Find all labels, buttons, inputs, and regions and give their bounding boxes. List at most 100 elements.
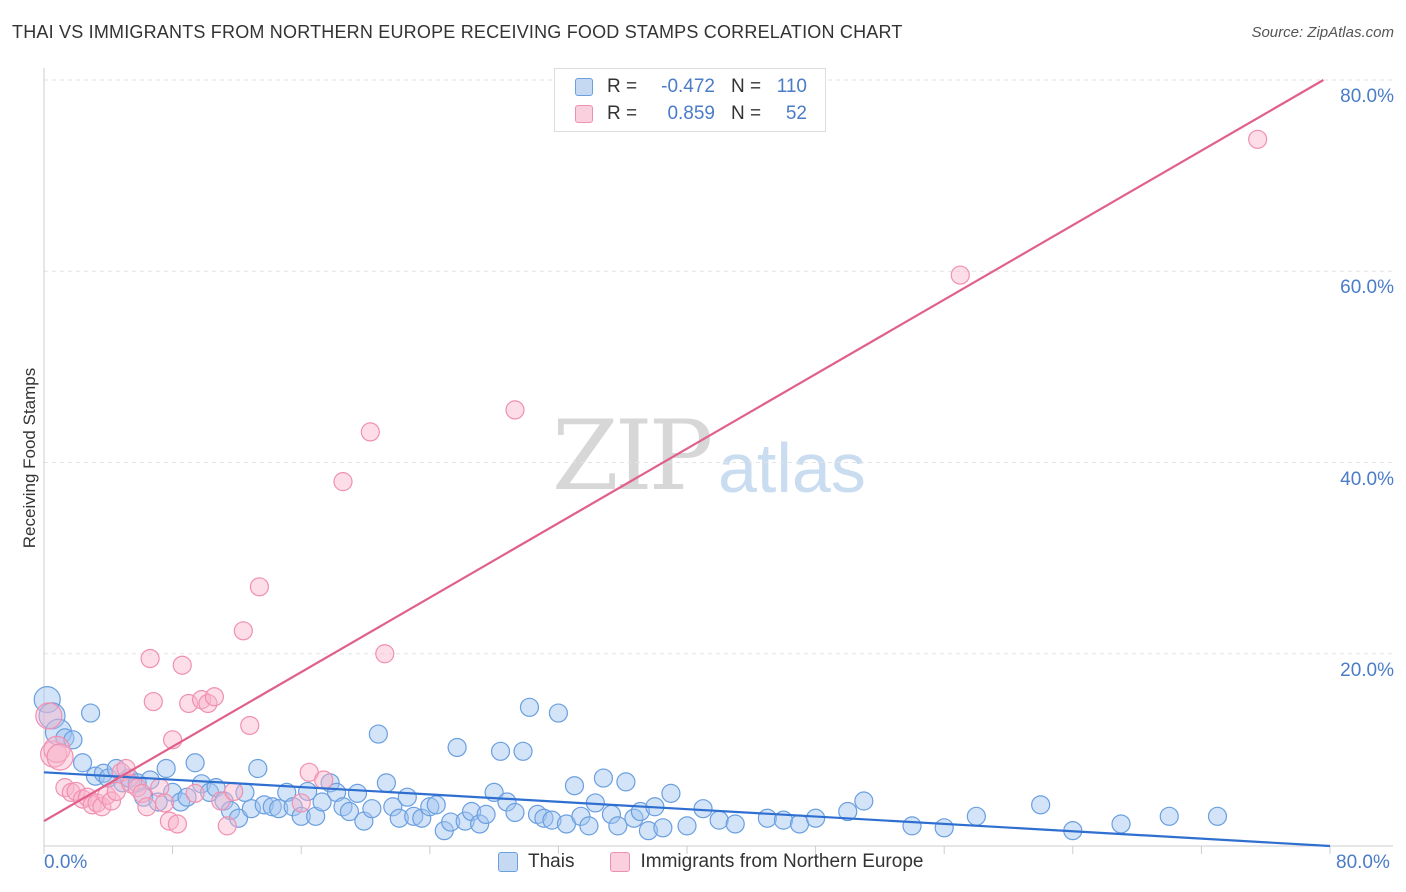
thais-point-48: [376, 773, 396, 793]
immigrants-point-42: [314, 770, 334, 790]
thais-point-51: [397, 787, 417, 807]
thais-point-61: [470, 814, 490, 834]
thais-point-84: [638, 821, 659, 841]
legend-n-label: N =: [731, 76, 762, 97]
immigrants-point-6: [66, 781, 86, 802]
thais-point-101: [1031, 795, 1051, 815]
thais-point-30: [248, 758, 268, 779]
thais-point-66: [505, 802, 525, 823]
legend-r-value: -0.472: [661, 76, 715, 97]
immigrants-point-28: [172, 655, 192, 675]
legend-row-immigrants: R = 0.859 N = 52: [575, 101, 807, 127]
thais-point-50: [389, 808, 409, 828]
x-tick-label-min: 0.0%: [44, 852, 88, 873]
series-swatch-immigrants: [610, 852, 631, 872]
thais-point-87: [661, 783, 681, 803]
immigrants-point-30: [185, 783, 205, 803]
watermark-atlas: atlas: [718, 429, 866, 507]
thais-point-76: [579, 816, 599, 836]
immigrants-point-44: [360, 422, 380, 442]
immigrants-point-34: [211, 791, 231, 811]
immigrants-point-24: [154, 793, 175, 813]
legend-r-label: R =: [607, 76, 638, 97]
chart-title: THAI VS IMMIGRANTS FROM NORTHERN EUROPE …: [12, 22, 903, 42]
immigrants-point-39: [249, 577, 270, 597]
thais-point-90: [709, 810, 729, 830]
thais-point-33: [269, 799, 289, 819]
series-swatch-thais: [498, 852, 518, 872]
legend-swatch-immigrants: [575, 105, 593, 123]
immigrants-point-35: [217, 816, 237, 836]
y-tick-label-3: 80.0%: [1340, 86, 1394, 107]
thais-point-21: [185, 753, 205, 773]
legend-n-label: N =: [731, 103, 762, 124]
thais-point-62: [476, 804, 496, 825]
immigrants-point-37: [233, 621, 253, 641]
immigrants-point-11: [92, 797, 112, 817]
thais-point-81: [616, 772, 636, 792]
x-tick-label-max: 80.0%: [1336, 852, 1390, 873]
thais-point-65: [497, 792, 517, 812]
thais-point-53: [412, 808, 432, 828]
watermark-zip: ZIP: [552, 400, 713, 512]
immigrants-point-38: [240, 715, 260, 736]
thais-point-67: [513, 741, 533, 761]
thais-point-88: [677, 816, 697, 836]
thais-point-97: [854, 791, 874, 811]
immigrants-point-36: [224, 781, 244, 802]
legend-n-value: 110: [776, 76, 807, 97]
thais-point-95: [805, 808, 826, 828]
immigrants-point-43: [333, 472, 353, 492]
thais-point-27: [228, 808, 249, 828]
y-tick-label-2: 60.0%: [1340, 277, 1394, 299]
thais-point-105: [1207, 806, 1228, 826]
thais-point-44: [347, 783, 368, 803]
immigrants-point-3: [46, 743, 74, 771]
immigrants-point-33: [204, 687, 224, 707]
thais-point-103: [1111, 814, 1131, 834]
immigrants-point-21: [140, 648, 160, 669]
thais-point-46: [362, 799, 382, 819]
immigrants-point-20: [137, 797, 157, 817]
correlation-legend: R = -0.472 N = 110 R = 0.859 N = 52: [554, 68, 826, 132]
thais-point-58: [447, 737, 467, 758]
thais-point-75: [571, 806, 591, 826]
thais-point-29: [241, 799, 261, 819]
immigrants-point-48: [1248, 129, 1268, 149]
thais-point-74: [564, 776, 585, 796]
thais-point-80: [608, 816, 628, 836]
y-tick-label-0: 20.0%: [1340, 659, 1394, 681]
thais-point-39: [312, 792, 332, 812]
series-legend-immigrants: Immigrants from Northern Europe: [610, 851, 923, 873]
immigrants-point-40: [291, 793, 311, 813]
series-name-immigrants: Immigrants from Northern Europe: [640, 851, 924, 872]
thais-point-36: [291, 806, 311, 826]
thais-point-52: [404, 806, 424, 826]
thais-point-64: [490, 741, 511, 761]
thais-point-57: [441, 812, 461, 832]
thais-point-31: [254, 795, 274, 815]
thais-point-100: [966, 806, 986, 826]
legend-n-value: 52: [785, 103, 807, 124]
thais-point-18: [163, 782, 183, 803]
thais-point-96: [838, 801, 858, 822]
thais-point-38: [306, 806, 326, 826]
thais-point-99: [934, 818, 954, 838]
immigrants-point-46: [505, 400, 525, 420]
thais-point-72: [548, 703, 569, 723]
thais-point-34: [277, 782, 297, 803]
thais-point-94: [789, 814, 810, 834]
thais-point-16: [148, 792, 168, 812]
immigrants-point-13: [101, 791, 122, 811]
thais-point-104: [1159, 806, 1179, 826]
legend-row-thais: R = -0.472 N = 110: [575, 74, 807, 100]
thais-point-92: [757, 808, 777, 828]
thais-point-70: [534, 808, 554, 828]
thais-point-17: [156, 758, 176, 779]
thais-point-59: [455, 811, 475, 831]
thais-point-78: [593, 768, 614, 788]
series-legend: Thais Immigrants from Northern Europe: [498, 851, 959, 873]
immigrants-point-27: [167, 814, 188, 834]
thais-point-49: [383, 797, 403, 817]
